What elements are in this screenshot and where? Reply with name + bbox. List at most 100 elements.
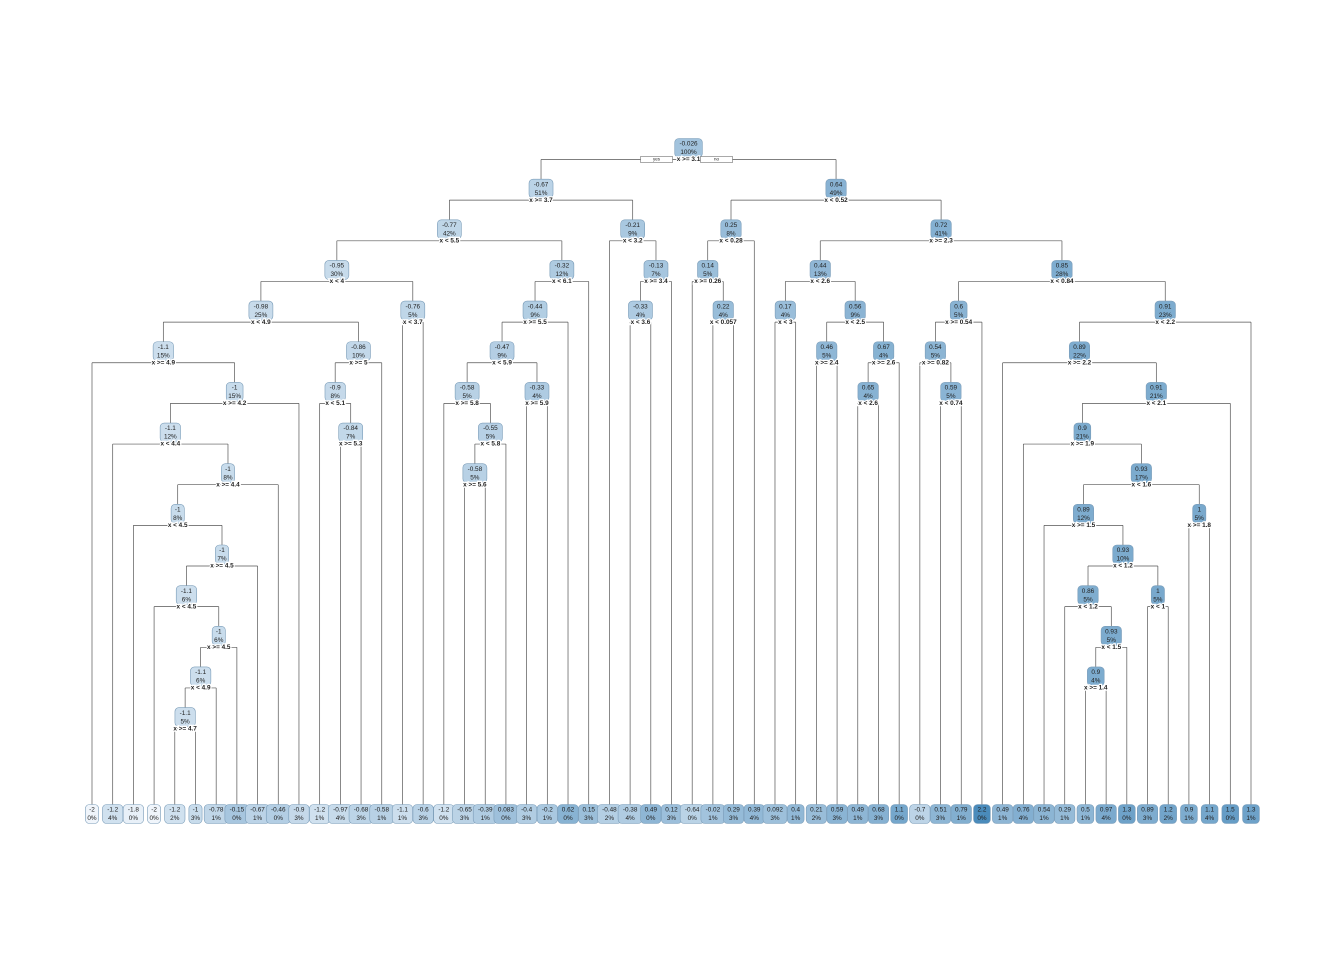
split-label: x < 2.2 — [1155, 319, 1175, 326]
node-value: 1.5 — [1226, 807, 1235, 814]
node-value: -1.2 — [314, 807, 325, 814]
split-label: x < 3.2 — [623, 237, 643, 244]
node-percent: 0% — [1226, 815, 1236, 822]
node-value: 0.29 — [727, 807, 740, 814]
node-percent: 9% — [628, 230, 638, 237]
node-box — [400, 300, 426, 321]
node-box — [1068, 341, 1090, 362]
node-percent: 8% — [331, 393, 341, 400]
node-percent: 1% — [1060, 815, 1070, 822]
node-percent: 5% — [408, 312, 418, 319]
node-value: 0.93 — [1135, 466, 1148, 473]
node-percent: 1% — [998, 815, 1008, 822]
node-box — [1072, 504, 1094, 524]
node-box — [924, 341, 946, 362]
branch-marker-box — [640, 156, 673, 163]
node-value: 1 — [1197, 507, 1201, 514]
node-percent: 5% — [470, 474, 480, 481]
node-box — [712, 300, 734, 321]
node-value: -0.65 — [457, 807, 472, 814]
node-value: 0.93 — [1105, 628, 1118, 635]
node-percent: 3% — [356, 815, 366, 822]
node-value: 0.29 — [1059, 807, 1072, 814]
node-value: 0.49 — [996, 807, 1009, 814]
node-box — [478, 422, 503, 443]
node-value: -0.67 — [534, 181, 549, 188]
node-box — [620, 219, 645, 240]
split-label: x < 0.057 — [710, 319, 737, 326]
node-value: 0.39 — [748, 807, 761, 814]
node-value: 0.51 — [934, 807, 947, 814]
node-percent: 3% — [1143, 815, 1153, 822]
node-percent: 5% — [1153, 596, 1163, 603]
split-label: x >= 3.1 — [677, 156, 701, 163]
node-box — [890, 804, 908, 824]
node-value: -1 — [225, 466, 231, 473]
node-value: -0.84 — [343, 425, 358, 432]
split-label: x < 1 — [1151, 603, 1166, 610]
node-percent: 6% — [182, 596, 192, 603]
node-box — [248, 300, 274, 321]
node-box — [940, 382, 962, 402]
split-label: x >= 5.3 — [339, 441, 363, 448]
node-value: -0.47 — [495, 344, 510, 351]
node-percent: 0% — [563, 815, 573, 822]
node-percent: 1% — [1081, 815, 1091, 822]
node-box — [816, 341, 838, 362]
split-label: x >= 2.4 — [815, 359, 839, 366]
split-label: x >= 4.5 — [207, 644, 231, 651]
node-box — [973, 804, 991, 824]
node-box — [1073, 422, 1092, 443]
node-percent: 4% — [750, 815, 760, 822]
node-box — [786, 804, 805, 824]
node-value: -1.2 — [169, 807, 180, 814]
node-box — [1054, 804, 1076, 824]
node-percent: 1% — [315, 815, 325, 822]
node-percent: 1% — [957, 815, 967, 822]
node-value: 1.1 — [1205, 807, 1214, 814]
node-value: 0.76 — [1017, 807, 1030, 814]
node-box — [774, 300, 796, 321]
node-box — [1077, 585, 1099, 605]
node-percent: 28% — [1056, 271, 1069, 278]
split-label: x < 4.5 — [177, 603, 197, 610]
node-percent: 3% — [874, 815, 884, 822]
node-value: 0.65 — [862, 385, 875, 392]
node-value: -0.4 — [521, 807, 532, 814]
node-value: -1 — [219, 547, 225, 554]
node-value: 1.2 — [1164, 807, 1173, 814]
node-percent: 5% — [1107, 637, 1117, 644]
split-label: x < 1.6 — [1132, 481, 1152, 488]
node-percent: 4% — [863, 393, 873, 400]
node-value: 0.46 — [820, 344, 833, 351]
node-percent: 17% — [1135, 474, 1148, 481]
node-value: -2 — [151, 807, 157, 814]
node-value: 0.93 — [1117, 547, 1130, 554]
node-percent: 6% — [196, 678, 206, 685]
node-percent: 5% — [931, 352, 941, 359]
split-label: x >= 5.9 — [525, 400, 549, 407]
node-box — [437, 219, 462, 240]
node-percent: 0% — [129, 815, 139, 822]
node-value: -0.39 — [478, 807, 493, 814]
split-label: x >= 4.2 — [223, 400, 247, 407]
split-label: x >= 1.9 — [1071, 441, 1095, 448]
node-value: 0.64 — [830, 181, 843, 188]
node-percent: 4% — [1091, 678, 1101, 685]
node-box — [174, 707, 196, 727]
node-value: -0.32 — [555, 263, 570, 270]
node-box — [949, 300, 968, 321]
node-value: 0.54 — [1038, 807, 1051, 814]
split-label: x < 5.9 — [492, 359, 512, 366]
split-label: x < 1.2 — [1113, 563, 1133, 570]
node-value: 0.91 — [1159, 303, 1172, 310]
split-label: x >= 0.54 — [945, 319, 972, 326]
node-box — [1242, 804, 1260, 824]
node-percent: 5% — [181, 718, 191, 725]
nodes: -20%-1.24%-1.80%-20%-1.22%-13%-1.15%x >=… — [85, 138, 1260, 824]
split-label: x >= 3.7 — [529, 197, 553, 204]
node-value: -0.76 — [406, 303, 421, 310]
node-percent: 21% — [1150, 393, 1163, 400]
node-box — [225, 382, 244, 402]
node-value: -1 — [175, 507, 181, 514]
